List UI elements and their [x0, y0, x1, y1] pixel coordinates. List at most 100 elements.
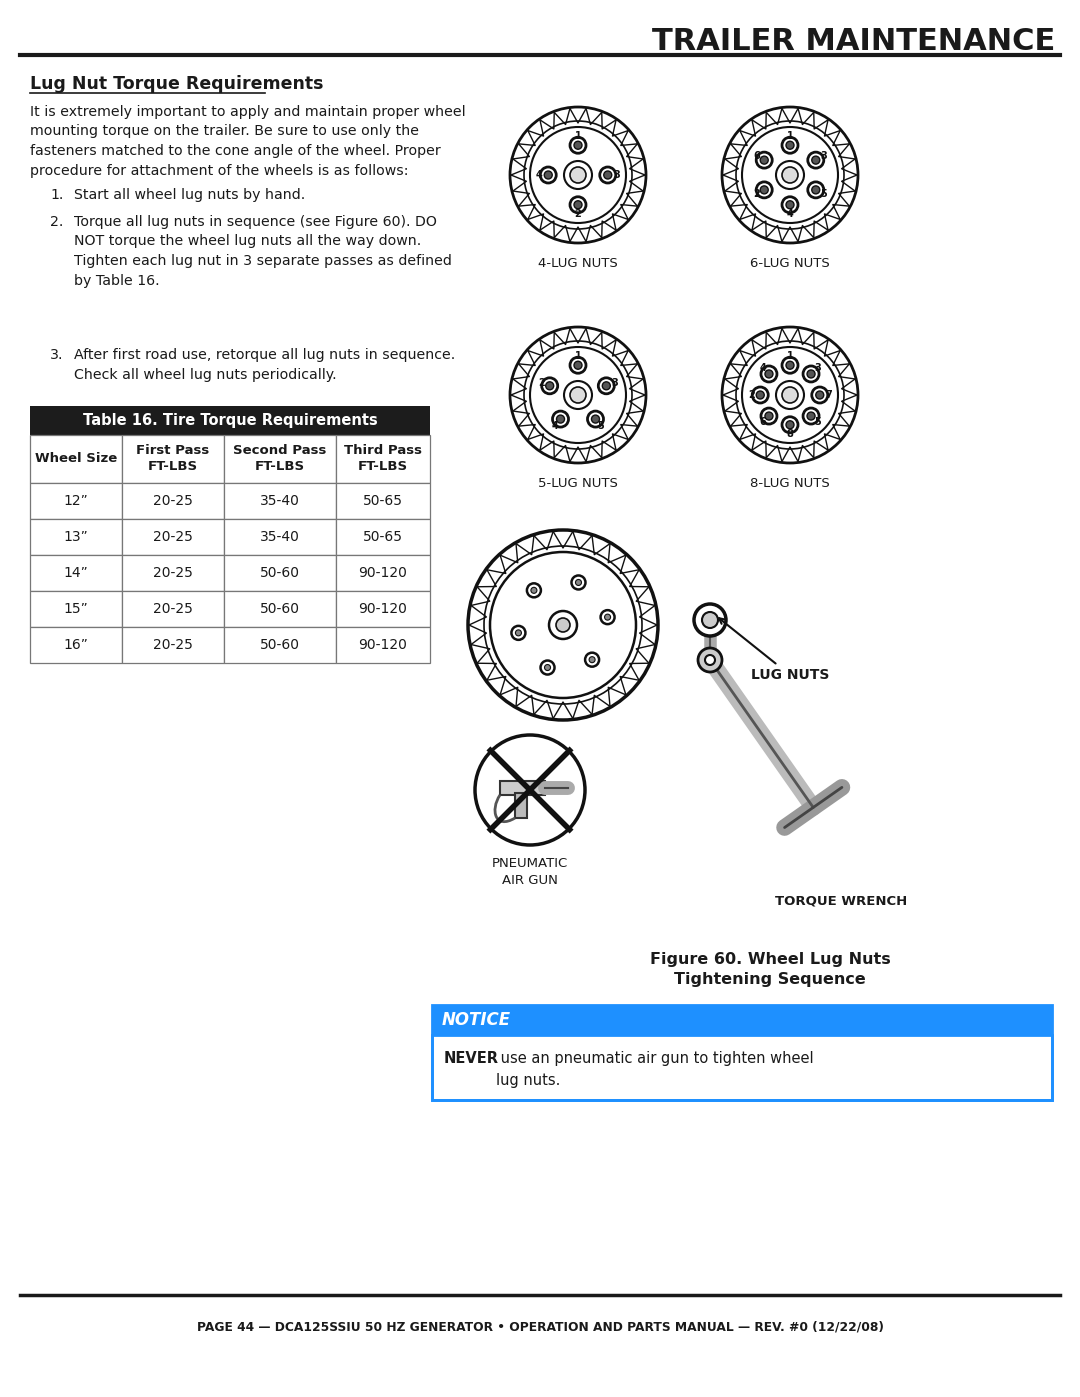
Text: 2.: 2. — [50, 215, 64, 229]
Text: 20-25: 20-25 — [153, 495, 193, 509]
Text: 12”: 12” — [64, 495, 89, 509]
Bar — [515, 793, 527, 819]
Circle shape — [786, 141, 794, 149]
Text: 20-25: 20-25 — [153, 602, 193, 616]
Circle shape — [782, 168, 798, 183]
Text: 2: 2 — [747, 390, 755, 400]
Circle shape — [753, 387, 768, 402]
Text: TRAILER MAINTENANCE: TRAILER MAINTENANCE — [651, 28, 1055, 56]
Circle shape — [576, 580, 581, 585]
Circle shape — [782, 387, 798, 402]
Circle shape — [570, 358, 586, 373]
Circle shape — [765, 370, 773, 379]
Circle shape — [804, 408, 819, 425]
Circle shape — [808, 152, 824, 168]
Circle shape — [573, 362, 582, 369]
Bar — [122, 555, 224, 591]
Circle shape — [605, 615, 610, 620]
Circle shape — [782, 197, 798, 212]
Text: 6: 6 — [753, 151, 760, 161]
Circle shape — [540, 661, 554, 675]
Text: Start all wheel lug nuts by hand.: Start all wheel lug nuts by hand. — [75, 189, 306, 203]
Text: 20-25: 20-25 — [153, 638, 193, 652]
Bar — [30, 520, 122, 555]
Text: 35-40: 35-40 — [260, 495, 300, 509]
Circle shape — [510, 108, 646, 243]
Circle shape — [808, 182, 824, 198]
Circle shape — [570, 137, 586, 154]
Circle shape — [742, 127, 838, 224]
Circle shape — [604, 170, 611, 179]
Circle shape — [592, 415, 599, 423]
Circle shape — [530, 127, 626, 224]
Bar — [336, 434, 430, 483]
Text: 7: 7 — [825, 390, 832, 400]
Circle shape — [782, 358, 798, 373]
Circle shape — [765, 412, 773, 420]
Text: 14”: 14” — [64, 566, 89, 580]
Text: use an pneumatic air gun to tighten wheel
lug nuts.: use an pneumatic air gun to tighten whee… — [496, 1051, 813, 1088]
Text: 5: 5 — [597, 422, 604, 432]
Bar — [122, 520, 224, 555]
Text: NEVER: NEVER — [444, 1051, 499, 1066]
Text: 4-LUG NUTS: 4-LUG NUTS — [538, 257, 618, 270]
Circle shape — [600, 610, 615, 624]
Circle shape — [512, 626, 526, 640]
Circle shape — [510, 327, 646, 462]
Text: 50-65: 50-65 — [363, 495, 403, 509]
Bar — [122, 483, 224, 520]
Circle shape — [756, 152, 772, 168]
Circle shape — [570, 387, 586, 402]
Circle shape — [571, 576, 585, 590]
Text: 13”: 13” — [64, 529, 89, 543]
Circle shape — [702, 612, 718, 629]
Bar — [336, 483, 430, 520]
Text: 1: 1 — [786, 351, 794, 362]
Circle shape — [544, 170, 552, 179]
Circle shape — [475, 735, 585, 845]
Bar — [122, 434, 224, 483]
Circle shape — [694, 604, 726, 636]
Circle shape — [812, 186, 820, 194]
Text: 2: 2 — [753, 190, 760, 200]
Bar — [224, 591, 336, 627]
Text: 90-120: 90-120 — [359, 638, 407, 652]
Text: PNEUMATIC
AIR GUN: PNEUMATIC AIR GUN — [491, 856, 568, 887]
Text: 16”: 16” — [64, 638, 89, 652]
Text: After first road use, retorque all lug nuts in sequence.
Check all wheel lug nut: After first road use, retorque all lug n… — [75, 348, 456, 381]
Circle shape — [531, 587, 537, 594]
Text: TORQUE WRENCH: TORQUE WRENCH — [775, 895, 908, 908]
Text: 90-120: 90-120 — [359, 602, 407, 616]
Text: First Pass
FT-LBS: First Pass FT-LBS — [136, 444, 210, 474]
Circle shape — [815, 391, 824, 400]
Bar — [336, 591, 430, 627]
Circle shape — [515, 630, 522, 636]
Circle shape — [760, 186, 768, 194]
Text: Third Pass
FT-LBS: Third Pass FT-LBS — [345, 444, 422, 474]
Text: NOTICE: NOTICE — [442, 1011, 511, 1030]
Circle shape — [570, 197, 586, 212]
Text: 4: 4 — [786, 208, 794, 219]
Circle shape — [588, 411, 604, 427]
Circle shape — [723, 327, 858, 462]
Bar — [224, 627, 336, 664]
Text: Tightening Sequence: Tightening Sequence — [674, 972, 866, 988]
Circle shape — [598, 377, 615, 394]
Circle shape — [564, 161, 592, 189]
Circle shape — [705, 655, 715, 665]
Text: 8: 8 — [786, 429, 794, 439]
Circle shape — [589, 657, 595, 662]
Text: 4: 4 — [552, 422, 558, 432]
Circle shape — [545, 381, 554, 390]
Text: 4: 4 — [759, 363, 766, 373]
Text: 3: 3 — [613, 170, 620, 180]
Text: Wheel Size: Wheel Size — [35, 453, 117, 465]
Circle shape — [490, 552, 636, 698]
Text: 3: 3 — [820, 151, 827, 161]
Text: 1: 1 — [575, 351, 581, 362]
Text: 3.: 3. — [50, 348, 64, 362]
Text: 5: 5 — [814, 418, 821, 427]
Circle shape — [540, 168, 556, 183]
Text: PAGE 44 — DCA125SSIU 50 HZ GENERATOR • OPERATION AND PARTS MANUAL — REV. #0 (12/: PAGE 44 — DCA125SSIU 50 HZ GENERATOR • O… — [197, 1320, 883, 1333]
Bar — [224, 483, 336, 520]
